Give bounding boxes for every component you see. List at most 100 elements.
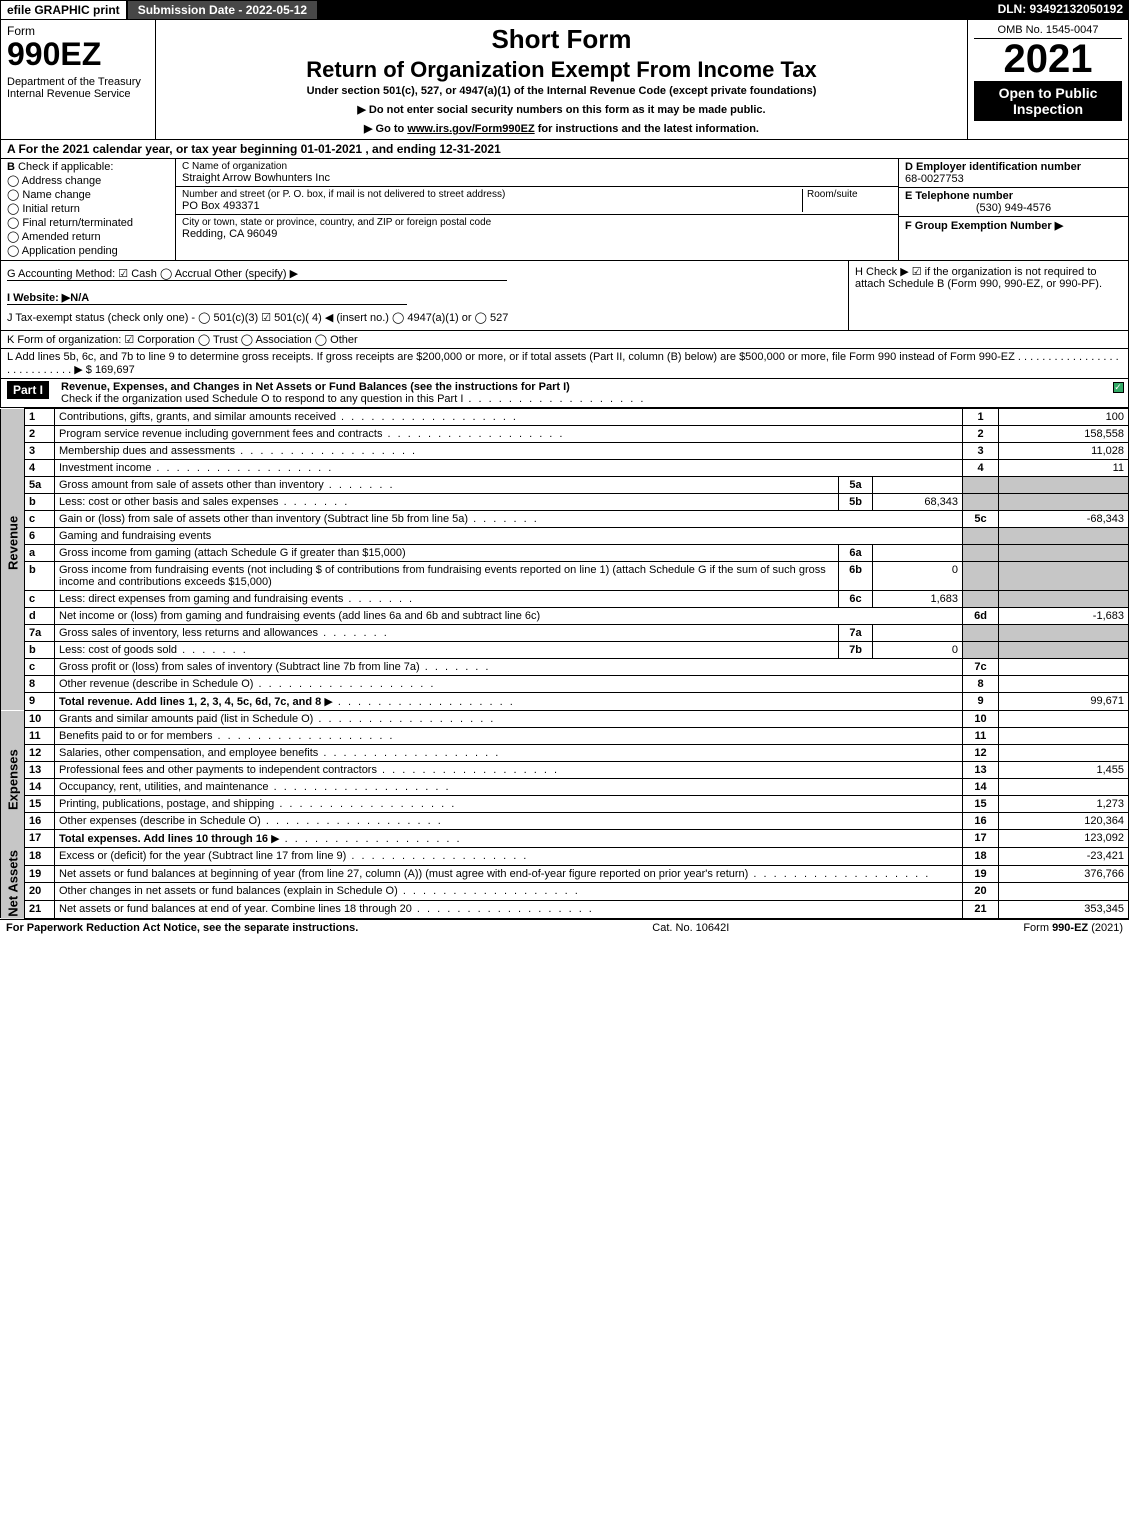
- note2-pre: ▶ Go to: [364, 123, 407, 135]
- submission-date: Submission Date - 2022-05-12: [127, 0, 318, 20]
- form-title: Return of Organization Exempt From Incom…: [162, 57, 961, 83]
- l14-ln: 14: [963, 779, 999, 796]
- l5c-desc: Gain or (loss) from sale of assets other…: [55, 511, 963, 528]
- l6c-desc: Less: direct expenses from gaming and fu…: [55, 591, 839, 608]
- l3-val: 11,028: [999, 443, 1129, 460]
- l18-ln: 18: [963, 848, 999, 866]
- irs-instructions-link[interactable]: www.irs.gov/Form990EZ: [407, 123, 534, 135]
- part-i-header: Part I Revenue, Expenses, and Changes in…: [0, 379, 1129, 408]
- line-l-gross-receipts: L Add lines 5b, 6c, and 7b to line 9 to …: [0, 349, 1129, 379]
- l20-ln: 20: [963, 883, 999, 901]
- l9-desc: Total revenue. Add lines 1, 2, 3, 4, 5c,…: [55, 693, 963, 711]
- chk-application-pending[interactable]: ◯ Application pending: [7, 244, 169, 257]
- l9-desc-bold: Total revenue. Add lines 1, 2, 3, 4, 5c,…: [59, 696, 321, 708]
- l5b-num: b: [25, 494, 55, 511]
- form-header: Form 990EZ Department of the Treasury In…: [0, 20, 1129, 140]
- l6c-sn: 6c: [839, 591, 873, 608]
- expenses-side-label: Expenses: [1, 711, 25, 848]
- columns-cd: C Name of organization Straight Arrow Bo…: [176, 159, 1128, 260]
- l19-ln: 19: [963, 865, 999, 883]
- cat-number: Cat. No. 10642I: [358, 922, 1023, 934]
- l16-num: 16: [25, 813, 55, 830]
- l2-num: 2: [25, 426, 55, 443]
- group-exemption-label: F Group Exemption Number ▶: [905, 220, 1063, 232]
- l7b-val-grey: [999, 642, 1129, 659]
- chk-initial-return[interactable]: ◯ Initial return: [7, 202, 169, 215]
- efile-print-label[interactable]: efile GRAPHIC print: [0, 0, 127, 20]
- l6a-ln-grey: [963, 545, 999, 562]
- l6b-val-grey: [999, 562, 1129, 591]
- l12-num: 12: [25, 745, 55, 762]
- l1-val: 100: [999, 409, 1129, 426]
- chk-application-pending-label: Application pending: [22, 245, 118, 257]
- chk-name-change[interactable]: ◯ Name change: [7, 188, 169, 201]
- l18-desc: Excess or (deficit) for the year (Subtra…: [55, 848, 963, 866]
- form-number-footer: Form 990-EZ (2021): [1023, 922, 1123, 934]
- l12-ln: 12: [963, 745, 999, 762]
- l7b-desc: Less: cost of goods sold: [55, 642, 839, 659]
- ein-value: 68-0027753: [905, 173, 964, 185]
- note2-post: for instructions and the latest informat…: [535, 123, 759, 135]
- page-footer: For Paperwork Reduction Act Notice, see …: [0, 919, 1129, 936]
- tel-value: (530) 949-4576: [905, 202, 1122, 214]
- l7b-sn: 7b: [839, 642, 873, 659]
- chk-final-return-label: Final return/terminated: [22, 217, 133, 229]
- l17-ln: 17: [963, 830, 999, 848]
- l11-desc: Benefits paid to or for members: [55, 728, 963, 745]
- l6-desc: Gaming and fundraising events: [55, 528, 963, 545]
- l12-desc: Salaries, other compensation, and employ…: [55, 745, 963, 762]
- footer-form-bold: 990-EZ: [1052, 922, 1088, 934]
- l6b-sv: 0: [873, 562, 963, 591]
- l6d-val: -1,683: [999, 608, 1129, 625]
- l16-val: 120,364: [999, 813, 1129, 830]
- l5a-ln-grey: [963, 477, 999, 494]
- group-exemption-block: F Group Exemption Number ▶: [899, 217, 1128, 234]
- chk-address-change-label: Address change: [22, 175, 102, 187]
- l6-val-grey: [999, 528, 1129, 545]
- l5a-sv: [873, 477, 963, 494]
- l13-val: 1,455: [999, 762, 1129, 779]
- l11-val: [999, 728, 1129, 745]
- part-i-checkbox[interactable]: ✓: [1108, 379, 1128, 395]
- l13-ln: 13: [963, 762, 999, 779]
- l7c-num: c: [25, 659, 55, 676]
- l6a-num: a: [25, 545, 55, 562]
- org-name: Straight Arrow Bowhunters Inc: [182, 172, 892, 184]
- l9-val: 99,671: [999, 693, 1129, 711]
- chk-amended-return[interactable]: ◯ Amended return: [7, 230, 169, 243]
- l6d-num: d: [25, 608, 55, 625]
- dln-number: DLN: 93492132050192: [992, 0, 1129, 20]
- l2-desc: Program service revenue including govern…: [55, 426, 963, 443]
- form-id-block: Form 990EZ Department of the Treasury In…: [1, 20, 156, 139]
- l19-val: 376,766: [999, 865, 1129, 883]
- l5a-sn: 5a: [839, 477, 873, 494]
- chk-name-change-label: Name change: [22, 189, 91, 201]
- l9-ln: 9: [963, 693, 999, 711]
- city-label: City or town, state or province, country…: [182, 217, 892, 228]
- l14-num: 14: [25, 779, 55, 796]
- chk-address-change[interactable]: ◯ Address change: [7, 174, 169, 187]
- paperwork-notice: For Paperwork Reduction Act Notice, see …: [6, 922, 358, 934]
- top-bar: efile GRAPHIC print Submission Date - 20…: [0, 0, 1129, 20]
- org-city-block: City or town, state or province, country…: [176, 215, 898, 242]
- l10-val: [999, 711, 1129, 728]
- l6b-num: b: [25, 562, 55, 591]
- form-title-block: Short Form Return of Organization Exempt…: [156, 20, 968, 139]
- l15-val: 1,273: [999, 796, 1129, 813]
- l6c-ln-grey: [963, 591, 999, 608]
- part-i-table: Revenue 1 Contributions, gifts, grants, …: [0, 408, 1129, 919]
- l5b-desc: Less: cost or other basis and sales expe…: [55, 494, 839, 511]
- l15-num: 15: [25, 796, 55, 813]
- chk-final-return[interactable]: ◯ Final return/terminated: [7, 216, 169, 229]
- column-c: C Name of organization Straight Arrow Bo…: [176, 159, 898, 260]
- chk-amended-return-label: Amended return: [22, 231, 101, 243]
- l10-ln: 10: [963, 711, 999, 728]
- l3-ln: 3: [963, 443, 999, 460]
- l19-num: 19: [25, 865, 55, 883]
- l10-desc: Grants and similar amounts paid (list in…: [55, 711, 963, 728]
- line-h-schedule-b: H Check ▶ ☑ if the organization is not r…: [848, 261, 1128, 330]
- l6c-sv: 1,683: [873, 591, 963, 608]
- part-i-title: Revenue, Expenses, and Changes in Net As…: [61, 381, 570, 393]
- l11-num: 11: [25, 728, 55, 745]
- l7b-num: b: [25, 642, 55, 659]
